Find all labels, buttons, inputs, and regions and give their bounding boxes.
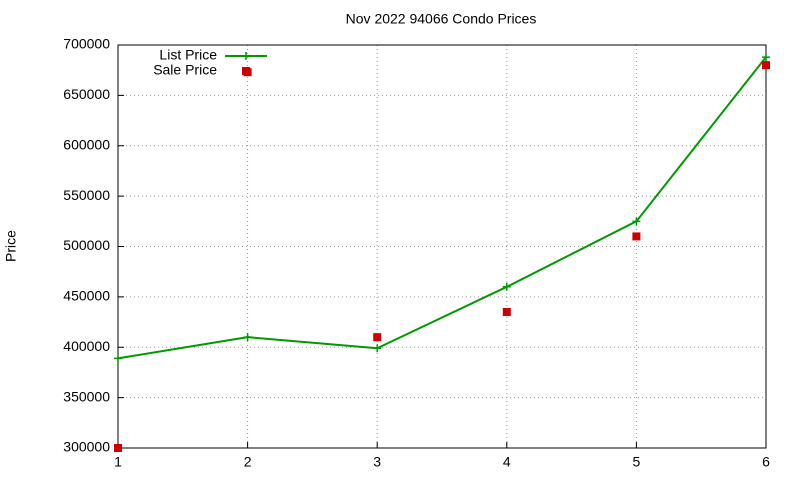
- x-tick-label: 6: [762, 454, 770, 470]
- y-tick-label: 700000: [63, 36, 110, 52]
- y-axis-label: Price: [3, 230, 19, 262]
- point-marker: [243, 333, 252, 342]
- point: [632, 232, 641, 241]
- legend-label: Sale Price: [153, 62, 217, 78]
- point: [762, 61, 770, 70]
- legend-swatch: [242, 52, 250, 60]
- y-tick-label: 500000: [63, 237, 110, 253]
- y-tick-label: 650000: [63, 86, 110, 102]
- legend-swatch: [242, 67, 250, 75]
- y-tick-label: 550000: [63, 187, 110, 203]
- chart-title: Nov 2022 94066 Condo Prices: [346, 11, 537, 27]
- y-tick-label: 400000: [63, 338, 110, 354]
- point-marker: [373, 344, 382, 353]
- point-marker: [502, 282, 511, 291]
- x-tick-label: 1: [114, 454, 122, 470]
- x-tick-label: 5: [633, 454, 641, 470]
- series-line: [117, 56, 767, 360]
- y-tick-label: 300000: [63, 439, 110, 455]
- legend-label: List Price: [159, 47, 217, 63]
- point: [373, 333, 382, 342]
- y-tick-label: 350000: [63, 388, 110, 404]
- point-marker: [114, 354, 122, 363]
- point: [502, 307, 511, 316]
- point: [114, 444, 122, 452]
- point-marker: [632, 217, 641, 226]
- x-tick-label: 2: [244, 454, 252, 470]
- y-tick-label: 450000: [63, 288, 110, 304]
- x-tick-label: 3: [373, 454, 381, 470]
- x-tick-label: 4: [503, 454, 511, 470]
- y-tick-label: 600000: [63, 136, 110, 152]
- plot-border: [117, 44, 767, 449]
- point-marker: [762, 53, 770, 62]
